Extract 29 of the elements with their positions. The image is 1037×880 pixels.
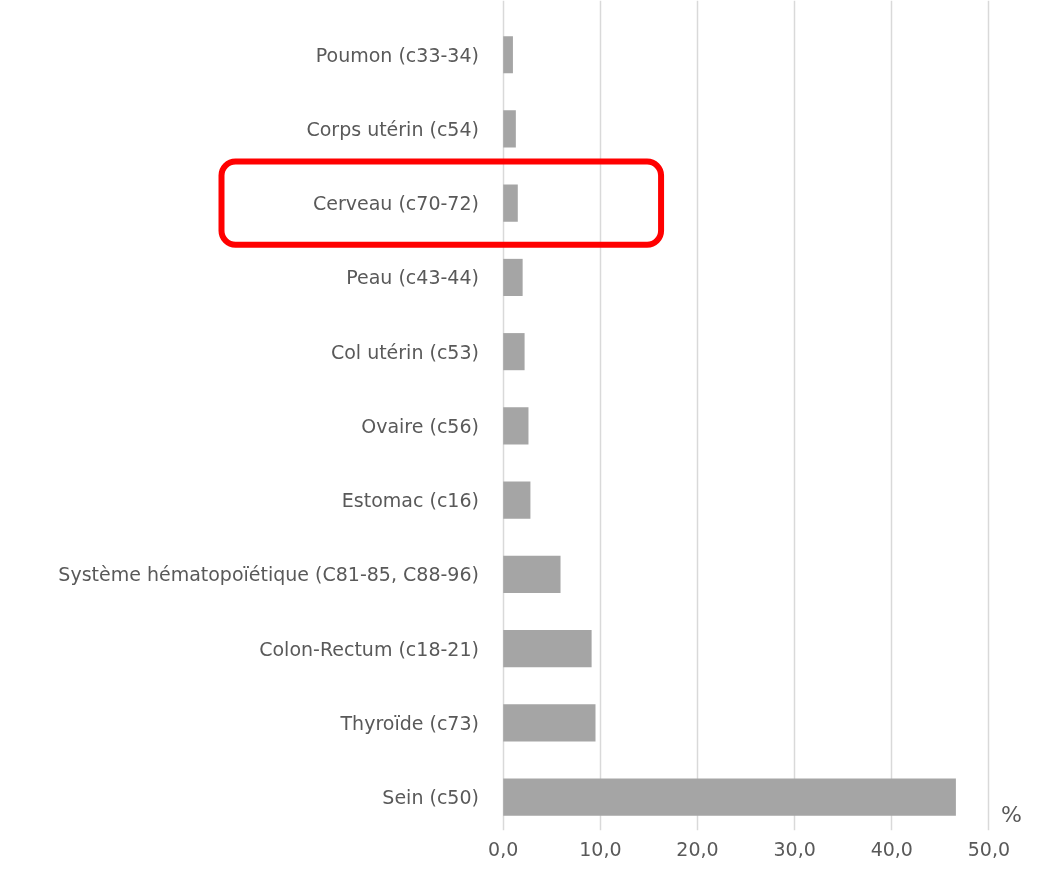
bar (503, 184, 518, 222)
y-tick-label: Colon-Rectum (c18-21) (259, 637, 479, 660)
bar (503, 481, 531, 519)
x-axis-title: % (1000, 801, 1022, 827)
x-tick-label: 50,0 (967, 837, 1011, 860)
y-tick-label: Col utérin (c53) (330, 340, 479, 363)
bar (503, 407, 529, 445)
bar (503, 778, 956, 816)
bar (503, 555, 561, 593)
y-tick-label: Corps utérin (c54) (306, 117, 479, 140)
bar (503, 333, 525, 371)
y-tick-label: Peau (c43-44) (346, 266, 479, 289)
bar (503, 258, 523, 296)
x-tick-label: 20,0 (676, 837, 719, 860)
y-tick-label: Estomac (c16) (341, 489, 479, 512)
y-tick-label: Sein (c50) (382, 786, 479, 809)
y-tick-label: Cerveau (c70-72) (313, 192, 479, 215)
x-tick-label: 0,0 (488, 837, 519, 860)
bar (503, 630, 592, 668)
y-tick-label: Thyroïde (c73) (339, 711, 479, 734)
x-tick-label: 40,0 (870, 837, 913, 860)
x-tick-label: 10,0 (579, 837, 622, 860)
bar (503, 36, 513, 74)
bar (503, 704, 596, 742)
y-tick-label: Poumon (c33-34) (315, 43, 479, 66)
y-tick-label: Système hématopoïétique (C81-85, C88-96) (58, 563, 479, 586)
x-tick-label: 30,0 (773, 837, 816, 860)
y-tick-label: Ovaire (c56) (361, 414, 479, 437)
bar (503, 110, 516, 148)
